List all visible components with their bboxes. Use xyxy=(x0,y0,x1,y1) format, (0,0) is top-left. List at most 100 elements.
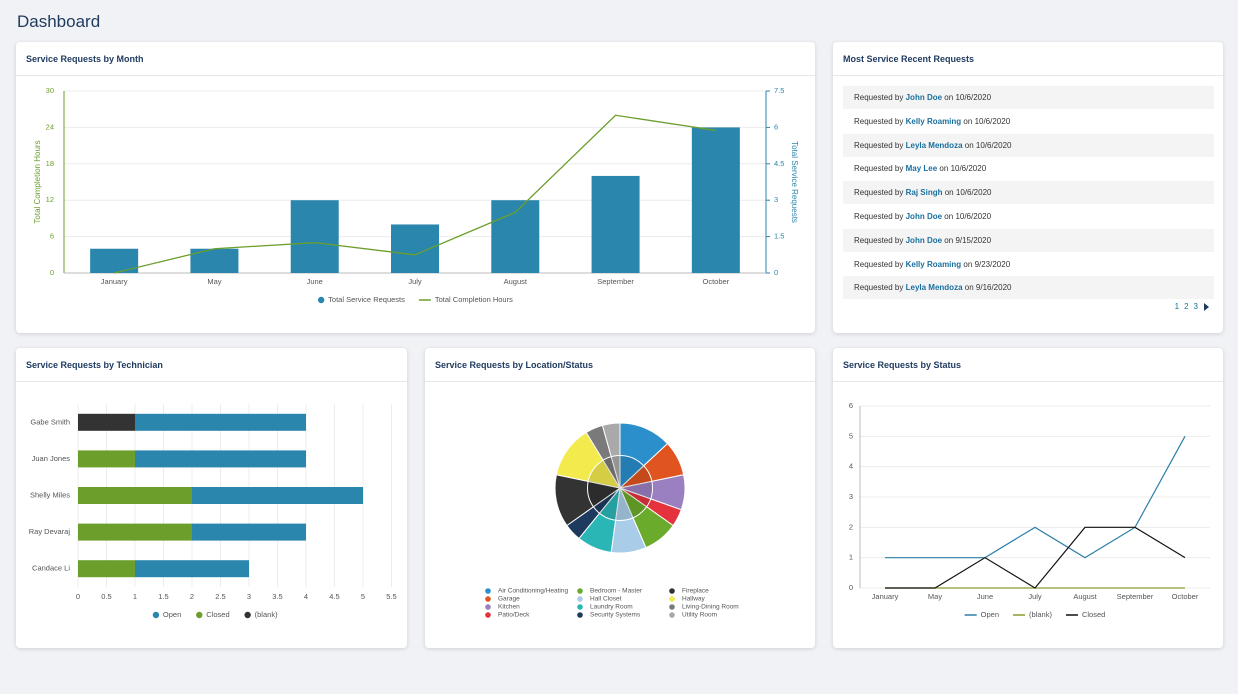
page-link[interactable]: 3 xyxy=(1193,302,1198,311)
requester-link[interactable]: John Doe xyxy=(905,93,943,102)
request-connector: on xyxy=(944,93,954,102)
requester-link[interactable]: Kelly Roaming xyxy=(905,116,962,126)
panel: Service Requests by Location/Status Air … xyxy=(425,348,815,648)
x-tick-label: 4.5 xyxy=(329,592,339,601)
requester-link[interactable]: John Doe xyxy=(905,212,943,221)
page-title: Dashboard xyxy=(17,12,101,31)
requester-link[interactable]: May Lee xyxy=(905,164,938,174)
x-tick-label: September xyxy=(597,277,634,286)
request-label: Requested by xyxy=(854,283,904,293)
request-row: Requested by Leyla Mendoza on 10/6/2020 xyxy=(843,133,1214,157)
page-link[interactable]: 1 xyxy=(1174,302,1180,311)
legend-label: (blank) xyxy=(1029,610,1052,619)
x-tick-label: 0 xyxy=(76,592,80,601)
bar-segment xyxy=(78,487,192,504)
bar-segment xyxy=(192,487,363,504)
legend-label: Open xyxy=(981,610,999,619)
legend-label: Total Completion Hours xyxy=(435,295,513,304)
x-tick-label: July xyxy=(1028,592,1042,601)
legend-label: Air Conditioning/Heating xyxy=(498,588,568,595)
chart: 0 6 12 18 24 30 0 1.5 3 4.5 6 7.5 Total Completion H… xyxy=(33,86,799,304)
requester-link[interactable]: Leyla Mendoza xyxy=(905,140,963,150)
requester-link[interactable]: John Doe xyxy=(905,235,943,245)
y-tick-label: 1 xyxy=(849,553,853,562)
y-tick-label: Gabe Smith xyxy=(30,417,70,426)
legend-marker xyxy=(485,604,491,610)
request-connector: on xyxy=(944,235,954,245)
legend-marker xyxy=(577,596,583,602)
bar-segment xyxy=(78,450,135,468)
y-tick-label: Juan Jones xyxy=(32,454,71,463)
legend-label: Closed xyxy=(206,610,229,619)
bar xyxy=(391,224,439,273)
legend-item: Closed xyxy=(1065,610,1105,619)
x-tick-label: June xyxy=(977,592,993,601)
legend-marker xyxy=(244,611,251,619)
x-tick-label: 2 xyxy=(190,592,194,601)
x-tick-label: July xyxy=(408,277,422,286)
x-tick-label: 2.5 xyxy=(215,592,225,601)
legend-item: (blank) xyxy=(244,610,278,619)
legend-label: Hallway xyxy=(682,596,706,603)
x-tick-label: 5.5 xyxy=(386,592,396,601)
y-tick-label: 0 xyxy=(50,268,54,277)
y2-tick-label: 6 xyxy=(774,122,778,131)
x-tick-label: 1 xyxy=(133,592,137,601)
legend-marker xyxy=(485,596,491,602)
x-tick-label: August xyxy=(1073,592,1097,601)
request-label: Requested by xyxy=(854,116,904,126)
y-tick-label: 30 xyxy=(46,86,54,95)
panel: Service Requests by Status 0 1 2 3 4 5 6 Januar… xyxy=(833,348,1223,648)
y-axis-label: Total Completion Hours xyxy=(33,140,42,223)
inner-ring xyxy=(587,455,653,521)
y-tick-label: 24 xyxy=(46,122,54,131)
requester-link[interactable]: Leyla Mendoza xyxy=(905,283,963,293)
bar-segment xyxy=(135,413,306,431)
request-connector: on xyxy=(939,164,949,174)
request-date: 9/15/2020 xyxy=(955,235,992,245)
bar xyxy=(491,200,540,273)
request-connector: on xyxy=(964,283,974,293)
request-connector: on xyxy=(963,259,973,269)
legend-marker xyxy=(485,612,491,618)
legend-item: Open xyxy=(964,610,999,619)
panel-title: Service Requests by Technician xyxy=(16,348,407,382)
legend-marker xyxy=(669,596,675,602)
legend-label: Closed xyxy=(1082,610,1105,619)
legend-item: Open xyxy=(152,610,181,619)
legend-marker xyxy=(485,588,491,594)
y-tick-label: 6 xyxy=(50,232,54,241)
y2-tick-label: 3 xyxy=(774,195,778,204)
requester-link[interactable]: Kelly Roaming xyxy=(905,259,962,269)
requester-link[interactable]: Raj Singh xyxy=(905,188,943,198)
legend-marker xyxy=(577,588,583,594)
line xyxy=(885,526,1186,589)
y2-tick-label: 0 xyxy=(774,268,778,277)
legend: Open (blank) Closed xyxy=(964,610,1105,619)
legend-marker xyxy=(317,296,325,304)
y-tick-label: 18 xyxy=(46,159,54,168)
chart: 0 1 2 3 4 5 6 January May June July August September… xyxy=(849,401,1210,619)
bar-segment xyxy=(135,560,249,578)
request-label: Requested by xyxy=(854,259,904,269)
request-label: Requested by xyxy=(854,235,904,245)
request-date: 10/6/2020 xyxy=(974,116,1011,126)
request-date: 10/6/2020 xyxy=(975,140,1012,150)
legend-label: Kitchen xyxy=(498,604,520,611)
next-page[interactable] xyxy=(1203,302,1211,311)
legend-marker xyxy=(669,588,675,594)
request-connector: on xyxy=(963,116,973,126)
bar-segment xyxy=(78,523,192,541)
legend-label: Fireplace xyxy=(682,588,709,595)
y2-tick-label: 4.5 xyxy=(774,159,784,168)
request-row: Requested by May Lee on 10/6/2020 xyxy=(843,157,1214,180)
request-label: Requested by xyxy=(854,164,904,174)
x-tick-label: June xyxy=(307,277,323,286)
legend-label: Patio/Deck xyxy=(498,612,530,619)
y-tick-label: 2 xyxy=(849,522,853,531)
legend: Total Service Requests Total Completion H… xyxy=(317,295,513,304)
page-link[interactable]: 2 xyxy=(1184,302,1189,311)
request-label: Requested by xyxy=(854,140,904,150)
